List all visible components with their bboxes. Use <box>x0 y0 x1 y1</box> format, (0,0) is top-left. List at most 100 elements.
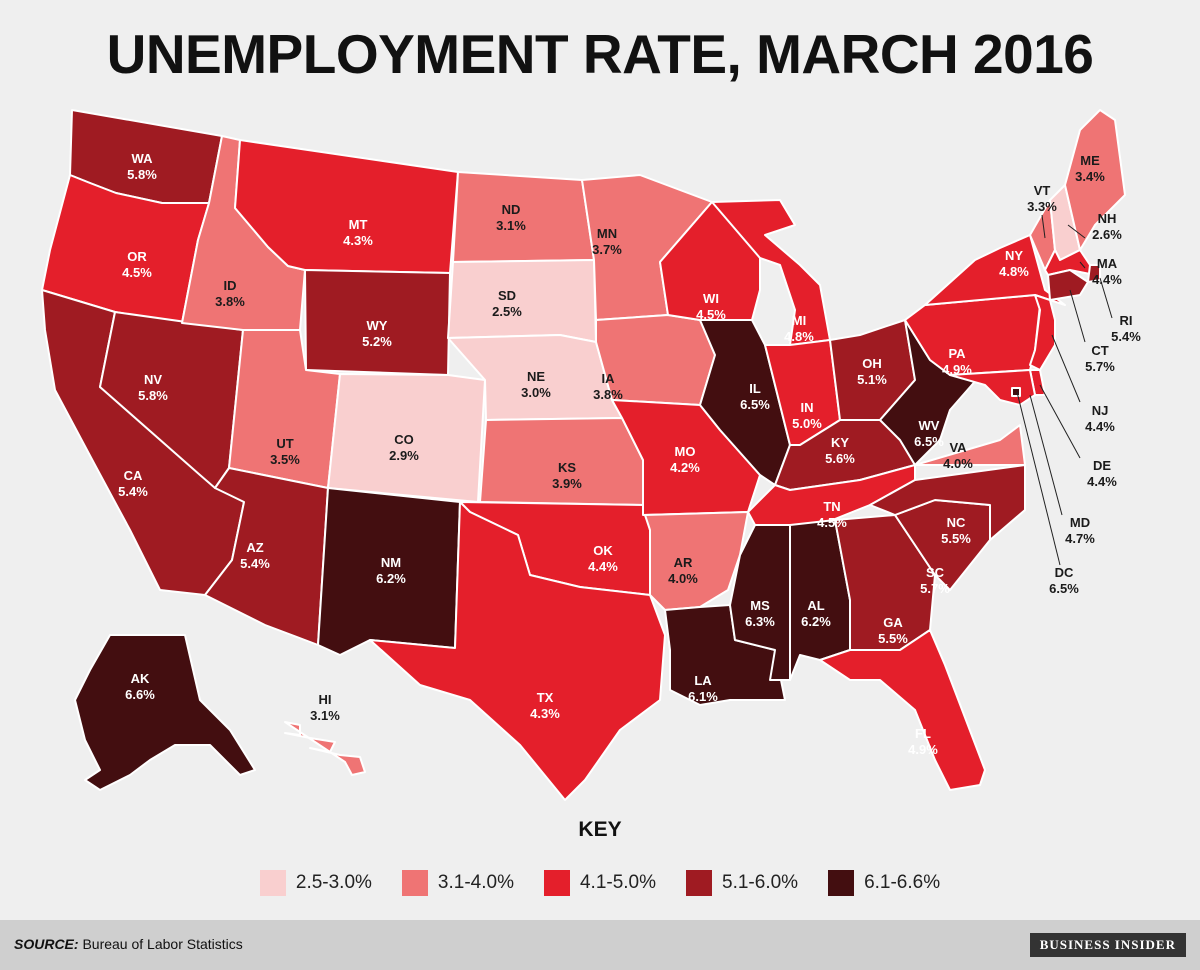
state-rate-mo: 4.2% <box>670 460 700 475</box>
state-abbr-tx: TX <box>537 690 554 705</box>
state-ms <box>729 524 791 681</box>
state-rate-dc: 6.5% <box>1049 581 1079 596</box>
state-rate-ok: 4.4% <box>588 559 618 574</box>
state-abbr-sd: SD <box>498 288 516 303</box>
state-rate-tn: 4.5% <box>817 515 847 530</box>
state-abbr-oh: OH <box>862 356 882 371</box>
state-rate-id: 3.8% <box>215 294 245 309</box>
leader-line-ma <box>1079 261 1086 269</box>
legend-label-5: 6.1-6.6% <box>864 872 941 893</box>
state-tx <box>369 501 666 801</box>
state-abbr-ok: OK <box>593 543 613 558</box>
state-abbr-ks: KS <box>558 460 576 475</box>
state-rate-me: 3.4% <box>1075 169 1105 184</box>
state-rate-wy: 5.2% <box>362 334 392 349</box>
state-abbr-wv: WV <box>919 418 940 433</box>
state-rate-va: 4.0% <box>943 456 973 471</box>
state-nc <box>869 464 1026 541</box>
state-rate-ga: 5.5% <box>878 631 908 646</box>
state-abbr-nm: NM <box>381 555 401 570</box>
state-abbr-ut: UT <box>276 436 293 451</box>
state-abbr-il: IL <box>749 381 761 396</box>
state-abbr-mn: MN <box>597 226 617 241</box>
state-abbr-me: ME <box>1080 153 1100 168</box>
state-rate-ia: 3.8% <box>593 387 623 402</box>
state-abbr-ma: MA <box>1097 256 1118 271</box>
state-abbr-ak: AK <box>131 671 150 686</box>
state-rate-ms: 6.3% <box>745 614 775 629</box>
state-rate-al: 6.2% <box>801 614 831 629</box>
state-abbr-mo: MO <box>675 444 696 459</box>
page-title: UNEMPLOYMENT RATE, MARCH 2016 <box>106 23 1094 85</box>
brand-logo: BUSINESS INSIDER <box>1029 933 1186 957</box>
state-abbr-ne: NE <box>527 369 545 384</box>
legend-swatch-1 <box>259 870 286 896</box>
state-rate-sd: 2.5% <box>492 304 522 319</box>
leader-line-de <box>1039 384 1081 459</box>
legend-label-2: 3.1-4.0% <box>437 872 514 893</box>
legend-label-3: 4.1-5.0% <box>579 872 657 893</box>
state-rate-ar: 4.0% <box>668 571 698 586</box>
state-me <box>1064 109 1126 251</box>
legend-item-5: 6.1-6.6% <box>828 870 940 896</box>
state-abbr-md: MD <box>1070 515 1090 530</box>
state-abbr-va: VA <box>949 440 967 455</box>
state-rate-fl: 4.9% <box>908 742 938 757</box>
legend-item-4: 5.1-6.0% <box>686 870 798 896</box>
state-ri <box>1087 264 1101 283</box>
state-rate-de: 4.4% <box>1087 474 1117 489</box>
legend-label-4: 5.1-6.0% <box>722 872 799 893</box>
state-sd <box>447 259 597 343</box>
state-abbr-nh: NH <box>1098 211 1117 226</box>
state-abbr-nv: NV <box>144 372 162 387</box>
state-fl <box>819 629 986 791</box>
state-abbr-fl: FL <box>915 726 931 741</box>
state-rate-wa: 5.8% <box>127 167 157 182</box>
state-abbr-co: CO <box>394 432 414 447</box>
state-abbr-ct: CT <box>1091 343 1108 358</box>
state-co <box>327 373 486 503</box>
legend-item-3: 4.1-5.0% <box>543 870 657 896</box>
source-text: Bureau of Labor Statistics <box>82 936 243 952</box>
state-nd <box>452 171 595 263</box>
state-il <box>699 319 791 486</box>
state-rate-ut: 3.5% <box>270 452 300 467</box>
legend-label-1: 2.5-3.0% <box>295 872 372 893</box>
state-rate-ky: 5.6% <box>825 451 855 466</box>
state-labels: WA5.8%OR4.5%CA5.4%NV5.8%ID3.8%MT4.3%WY5.… <box>118 151 1141 757</box>
legend: 2.5-3.0% 3.1-4.0% 4.1-5.0% 5.1-6.0% 6.1-… <box>0 870 1200 896</box>
legend-swatch-4 <box>686 870 713 896</box>
state-abbr-in: IN <box>801 400 814 415</box>
state-ak <box>74 634 256 791</box>
footer-bar: SOURCE: Bureau of Labor Statistics BUSIN… <box>0 920 1200 970</box>
state-ct <box>1047 269 1089 301</box>
state-rate-la: 6.1% <box>688 689 718 704</box>
state-rate-oh: 5.1% <box>857 372 887 387</box>
state-rate-sc: 5.7% <box>920 581 950 596</box>
leader-line-vt <box>1041 214 1046 239</box>
state-abbr-dc: DC <box>1055 565 1074 580</box>
state-la <box>664 604 786 706</box>
state-abbr-nj: NJ <box>1092 403 1109 418</box>
state-va <box>914 424 1026 466</box>
state-rate-md: 4.7% <box>1065 531 1095 546</box>
state-dc <box>1011 387 1021 397</box>
legend-item-2: 3.1-4.0% <box>401 870 514 896</box>
state-abbr-ca: CA <box>124 468 143 483</box>
state-abbr-ky: KY <box>831 435 849 450</box>
state-rate-in: 5.0% <box>792 416 822 431</box>
leader-line-ri <box>1099 277 1113 319</box>
state-rate-mn: 3.7% <box>592 242 622 257</box>
state-rate-or: 4.5% <box>122 265 152 280</box>
legend-title: KEY <box>578 818 622 841</box>
legend-swatch-5 <box>828 870 855 896</box>
state-rate-nc: 5.5% <box>941 531 971 546</box>
state-abbr-nd: ND <box>502 202 521 217</box>
state-abbr-de: DE <box>1093 458 1111 473</box>
state-mi <box>711 199 831 346</box>
state-rate-mt: 4.3% <box>343 233 373 248</box>
legend-item-1: 2.5-3.0% <box>259 870 372 896</box>
state-abbr-pa: PA <box>948 346 966 361</box>
source-note: SOURCE: Bureau of Labor Statistics <box>14 936 243 952</box>
state-abbr-az: AZ <box>246 540 263 555</box>
